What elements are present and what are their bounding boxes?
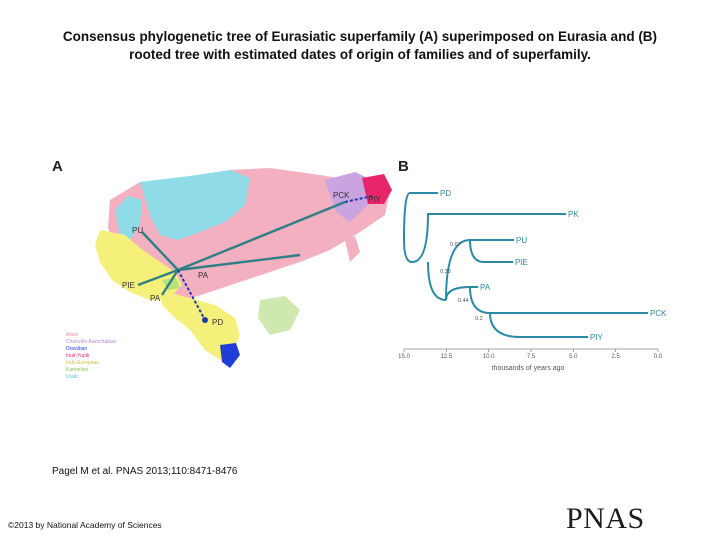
time-axis-ticks: 15.0 12.5 10.0 7.5 5.0 2.5 0.0 bbox=[398, 349, 663, 360]
map-node-pd bbox=[202, 317, 208, 323]
map-region-uralic bbox=[140, 170, 250, 240]
map-node-pd: PD bbox=[212, 318, 223, 327]
map-legend: Altaic Chukotko-Kamchatkan Dravidian Inu… bbox=[66, 332, 117, 380]
map-branch-pa-pa bbox=[160, 269, 180, 296]
map-branch-pa-pu bbox=[141, 231, 179, 271]
tree-clade-main bbox=[427, 261, 447, 301]
map-region-middle-east bbox=[160, 290, 240, 360]
time-axis: 15.0 12.5 10.0 7.5 5.0 2.5 0.0 thousands of ye… bbox=[398, 348, 663, 372]
pnas-logo: PNAS bbox=[566, 502, 645, 535]
map-region-dravidian bbox=[220, 343, 240, 368]
time-axis-label: thousands of years ago bbox=[492, 365, 565, 372]
time-axis-tick-label: 2.5 bbox=[611, 354, 620, 360]
rooted-tree bbox=[402, 192, 648, 338]
tree-leaf-pie: PIE bbox=[515, 258, 528, 267]
map-branch-pa-pd bbox=[177, 269, 206, 321]
legend-kartvelian: Kartvelian bbox=[66, 367, 88, 373]
tree-node-labels: 0.67 0.33 0.44 0.2 bbox=[440, 242, 483, 322]
title-line-2: rooted tree with estimated dates of orig… bbox=[129, 47, 591, 62]
title-line-1: Consensus phylogenetic tree of Eurasiati… bbox=[62, 29, 658, 44]
map-dotted-lines bbox=[177, 195, 373, 321]
slide-title: Consensus phylogenetic tree of Eurasiati… bbox=[20, 28, 700, 64]
tree-leaf-piy: PIY bbox=[590, 333, 604, 342]
legend-indo-european: Indo-European bbox=[66, 360, 99, 366]
tree-leaf-pk: PK bbox=[568, 210, 579, 219]
tree-node-label-033: 0.33 bbox=[440, 269, 451, 275]
time-axis-tick-label: 10.0 bbox=[483, 354, 495, 360]
citation: Pagel M et al. PNAS 2013;110:8471-8476 bbox=[52, 466, 238, 477]
legend-altaic: Altaic bbox=[66, 332, 79, 338]
tree-leaf-pd: PD bbox=[440, 189, 451, 198]
time-axis-tick-label: 7.5 bbox=[527, 354, 536, 360]
map-branch-pa-east bbox=[177, 253, 301, 272]
tree-root bbox=[402, 192, 413, 263]
map-region-southeast-asia bbox=[258, 296, 300, 335]
tree-branch-pie bbox=[469, 239, 513, 263]
tree-node-label-067: 0.67 bbox=[450, 242, 461, 248]
time-axis-tick-label: 5.0 bbox=[569, 354, 578, 360]
map-node-pie: PIE bbox=[122, 281, 135, 290]
map-node-pa-south: PA bbox=[150, 294, 161, 303]
time-axis-tick-label: 0.0 bbox=[654, 354, 663, 360]
legend-dravidian: Dravidian bbox=[66, 346, 87, 352]
tree-node-label-02: 0.2 bbox=[475, 316, 483, 322]
time-axis-tick-label: 12.5 bbox=[440, 354, 452, 360]
map-node-pa-central: PA bbox=[198, 271, 209, 280]
map-branch-pa-pie bbox=[137, 268, 179, 287]
map-node-pck: PCK bbox=[333, 191, 350, 200]
tree-leaf-pa: PA bbox=[480, 283, 491, 292]
tree-leaf-labels: PD PK PU PIE PA PCK PIY bbox=[440, 189, 667, 342]
tree-leaf-pck: PCK bbox=[650, 309, 667, 318]
map-node-piy: PIY bbox=[368, 195, 382, 204]
panel-b-label: B bbox=[398, 158, 409, 175]
map-node-pu: PU bbox=[132, 226, 143, 235]
legend-chukotko: Chukotko-Kamchatkan bbox=[66, 339, 117, 345]
map-tree-lines bbox=[137, 200, 346, 296]
map-region-scandinavia bbox=[115, 196, 142, 240]
map-branch-pa-pck bbox=[177, 200, 346, 272]
eurasia-map: PCK PIY PU PA PIE PA PD Altaic Chukotko-… bbox=[66, 168, 392, 380]
map-region-chukotko bbox=[325, 172, 372, 222]
legend-inuit: Inuit-Yupik bbox=[66, 353, 90, 359]
tree-inner-node bbox=[411, 213, 566, 263]
panel-a-label: A bbox=[52, 158, 63, 175]
copyright: ©2013 by National Academy of Sciences bbox=[8, 520, 162, 530]
map-region-indo-european bbox=[95, 230, 182, 300]
tree-leaf-pu: PU bbox=[516, 236, 527, 245]
map-region-japan bbox=[345, 236, 360, 262]
legend-uralic: Uralic bbox=[66, 374, 79, 380]
time-axis-tick-label: 15.0 bbox=[398, 354, 410, 360]
tree-node-label-044: 0.44 bbox=[458, 298, 469, 304]
